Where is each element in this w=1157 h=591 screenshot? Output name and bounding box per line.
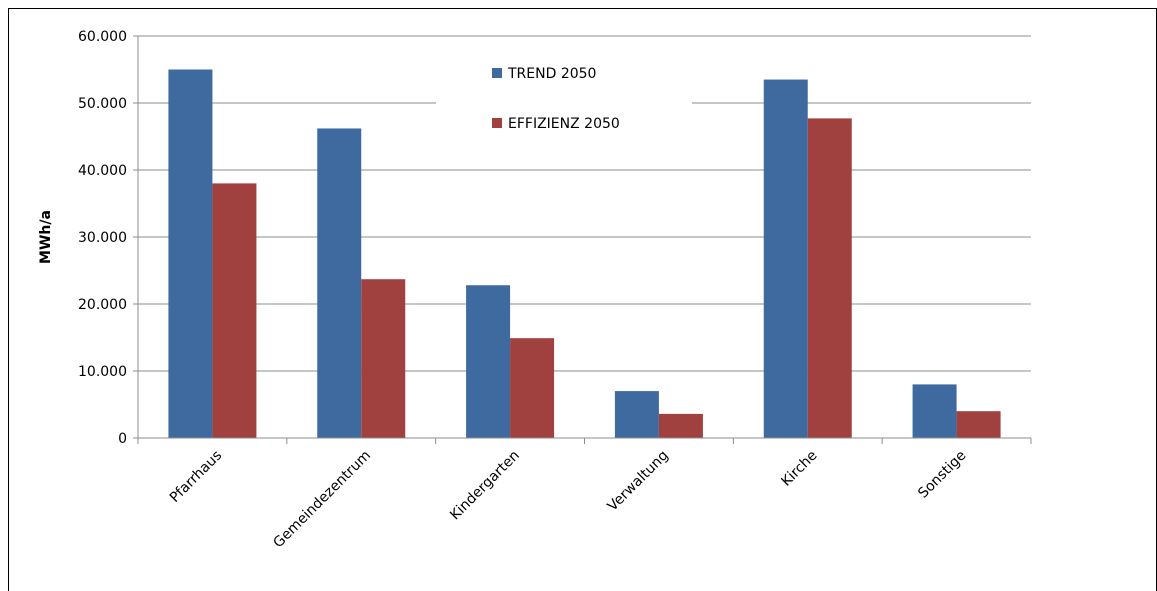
y-tick-label: 20.000 xyxy=(78,297,127,313)
x-tick-labels: Pfarrhaus Gemeindezentrum Kindergarten Verw… xyxy=(167,448,970,552)
legend: TREND 2050 EFFIZIENZ 2050 xyxy=(436,52,692,152)
y-tick-label: 60.000 xyxy=(78,29,127,45)
bar-effizienz-pfarrhaus xyxy=(212,183,257,438)
y-tick-label: 50.000 xyxy=(78,96,127,112)
x-tick-label: Gemeindezentrum xyxy=(270,448,374,552)
bar-trend-verwaltung xyxy=(614,391,659,438)
bar-trend-pfarrhaus xyxy=(168,69,213,438)
x-tick-label: Pfarrhaus xyxy=(167,448,225,506)
bar-effizienz-verwaltung xyxy=(658,413,703,438)
y-tick-label: 40.000 xyxy=(78,163,127,179)
x-tick-label: Kindergarten xyxy=(447,448,523,524)
bar-effizienz-kirche xyxy=(807,118,852,438)
legend-label-trend: TREND 2050 xyxy=(507,66,596,82)
bar-trend-kirche xyxy=(763,79,808,439)
y-tick-label: 10.000 xyxy=(78,364,127,380)
legend-label-effizienz: EFFIZIENZ 2050 xyxy=(508,116,620,132)
bar-effizienz-kindergarten xyxy=(510,338,555,438)
legend-swatch-effizienz xyxy=(492,118,502,128)
bar-effizienz-gemeindezentrum xyxy=(361,279,406,438)
bar-trend-sonstige xyxy=(912,384,957,438)
y-tick-label: 0 xyxy=(118,431,127,447)
x-tick-label: Kirche xyxy=(778,448,820,490)
bars xyxy=(168,69,1001,439)
bar-effizienz-sonstige xyxy=(956,411,1001,438)
legend-swatch-trend xyxy=(492,68,502,78)
y-tick-label: 30.000 xyxy=(78,230,127,246)
legend-background xyxy=(436,52,692,152)
x-tick-label: Sonstige xyxy=(915,448,969,502)
bar-trend-kindergarten xyxy=(466,285,511,438)
axes xyxy=(137,36,1032,444)
x-tick-label: Verwaltung xyxy=(605,448,672,515)
y-tick-labels: 0 10.000 20.000 30.000 40.000 50.000 60.000 xyxy=(78,29,127,447)
y-axis-label: MWh/a xyxy=(38,210,54,264)
bar-trend-gemeindezentrum xyxy=(317,128,362,438)
